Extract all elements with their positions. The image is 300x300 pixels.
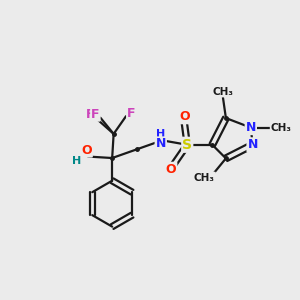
Text: H: H bbox=[72, 156, 82, 166]
Text: CH₃: CH₃ bbox=[194, 172, 215, 182]
Text: N: N bbox=[156, 137, 166, 150]
Text: CH₃: CH₃ bbox=[212, 87, 233, 97]
Text: CH₃: CH₃ bbox=[271, 123, 292, 133]
Text: S: S bbox=[182, 138, 192, 152]
Text: N: N bbox=[248, 138, 258, 151]
Text: O: O bbox=[166, 163, 176, 176]
Text: H: H bbox=[156, 129, 165, 139]
Text: F: F bbox=[127, 107, 136, 120]
Text: F: F bbox=[91, 108, 100, 121]
Text: F: F bbox=[86, 108, 94, 121]
Text: O: O bbox=[81, 144, 92, 157]
Text: O: O bbox=[179, 110, 190, 123]
Text: N: N bbox=[246, 121, 256, 134]
